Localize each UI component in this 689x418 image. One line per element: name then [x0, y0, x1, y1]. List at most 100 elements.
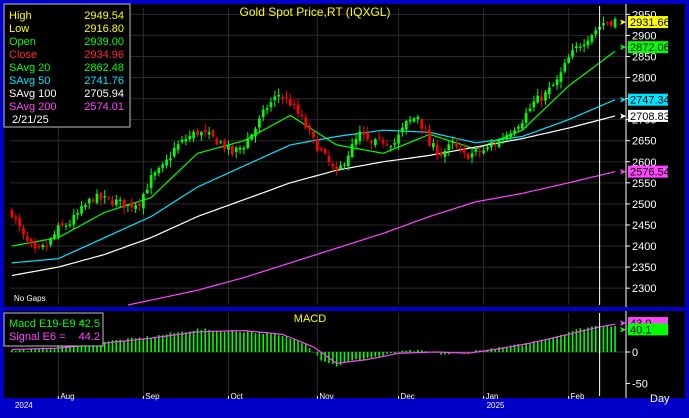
chart-title: Gold Spot Price,RT (IQXGL)	[240, 5, 391, 19]
candle-body	[381, 140, 385, 144]
candle-body	[613, 19, 617, 28]
candle-body	[273, 96, 277, 101]
x-month-label: Sep	[145, 392, 160, 401]
candle-body	[590, 34, 594, 42]
price-grid	[10, 8, 626, 305]
candle-body	[416, 116, 420, 120]
legend-value: 2862.48	[84, 62, 124, 74]
legend-value: 2934.96	[84, 49, 124, 61]
price-tick-label: 2800	[632, 73, 656, 85]
candle-body	[594, 30, 598, 35]
candle-body	[84, 205, 87, 207]
price-flag-value: 2576.54	[630, 167, 670, 179]
legend-value: 2574.01	[84, 101, 124, 113]
candle-body	[14, 216, 18, 219]
candle-body	[87, 199, 91, 204]
macd-signal-path	[11, 323, 616, 364]
candle-body	[412, 118, 416, 122]
candle-body	[111, 200, 114, 206]
macd-axis-ticks: 0 -50	[626, 347, 648, 390]
candle-body	[250, 134, 253, 140]
candle-body	[346, 155, 350, 166]
candle-body	[493, 144, 497, 146]
candle-body	[513, 130, 516, 133]
candle-body	[435, 144, 439, 155]
price-flag-arrow: ➤	[619, 42, 627, 52]
price-flag-value: 2747.34	[630, 95, 670, 107]
candle-body	[64, 225, 68, 227]
candle-body	[424, 131, 427, 133]
candle-body	[207, 132, 211, 135]
price-tick-label: 2400	[632, 241, 656, 253]
candle-body	[99, 193, 103, 200]
candle-body	[497, 140, 501, 147]
candle-body	[258, 118, 261, 128]
candle-body	[292, 103, 296, 105]
candle-body	[33, 242, 37, 249]
macd-flag-value: 40.1	[630, 324, 651, 336]
macd-tick-label: -50	[632, 378, 648, 390]
candle-body	[536, 95, 540, 103]
candle-body	[323, 149, 327, 154]
price-tick-label: 2450	[632, 220, 656, 232]
candle-body	[524, 113, 528, 123]
candle-body	[528, 108, 532, 112]
candle-body	[575, 46, 578, 49]
candle-body	[10, 210, 14, 217]
candle-body	[265, 108, 269, 111]
candle-body	[555, 79, 559, 86]
candle-body	[327, 155, 331, 162]
candle-body	[509, 133, 513, 137]
price-flag-arrow: ➤	[619, 17, 627, 27]
candle-body	[122, 199, 126, 209]
candle-body	[56, 225, 60, 237]
candle-body	[145, 189, 149, 194]
candle-body	[157, 168, 161, 174]
macd-legend-value: 44.2	[79, 331, 100, 343]
candle-body	[215, 138, 219, 145]
legend-value: 2705.94	[84, 88, 124, 100]
candle-body	[393, 143, 397, 145]
price-tick-label: 2650	[632, 136, 656, 148]
candle-body	[420, 119, 424, 129]
price-flag-value: 2931.66	[630, 17, 670, 29]
candle-body	[219, 141, 223, 143]
candle-body	[126, 204, 130, 206]
candle-body	[254, 128, 257, 137]
legend-value: 2741.76	[84, 75, 124, 87]
moving-average-line	[11, 115, 616, 277]
legend-label: Low	[9, 23, 29, 35]
candle-body	[165, 159, 168, 166]
candle-body	[339, 165, 342, 170]
candle-body	[172, 147, 176, 157]
candle-body	[474, 149, 478, 152]
price-flag-box	[628, 16, 668, 29]
x-month-label: Nov	[319, 392, 333, 401]
price-flag-arrow: ➤	[619, 167, 627, 177]
candle-body	[358, 131, 362, 141]
macd-legend-value: 42.5	[79, 318, 100, 330]
candle-body	[41, 245, 45, 248]
candle-body	[354, 138, 358, 145]
candle-body	[184, 139, 188, 142]
candle-body	[22, 228, 25, 235]
macd-legend: Macd E19-E9 =42.5 Signal E6 = 44.2	[3, 312, 104, 347]
candle-body	[370, 141, 373, 143]
candle-body	[281, 97, 284, 99]
candle-body	[582, 44, 586, 47]
candle-body	[520, 123, 524, 129]
no-gaps-note: No Gaps	[14, 294, 46, 303]
macd-legend-box	[3, 312, 104, 347]
candle-body	[366, 132, 369, 140]
candle-body	[385, 144, 389, 146]
candle-body	[389, 146, 393, 148]
price-flag-value: 2872.06	[630, 42, 670, 54]
candle-body	[466, 153, 470, 159]
candle-body	[459, 148, 462, 150]
candle-body	[308, 126, 311, 130]
candle-body	[567, 57, 571, 63]
candle-body	[246, 138, 250, 149]
x-year-label: 2025	[487, 401, 505, 410]
candle-body	[605, 22, 609, 24]
macd-title: MACD	[294, 313, 326, 325]
